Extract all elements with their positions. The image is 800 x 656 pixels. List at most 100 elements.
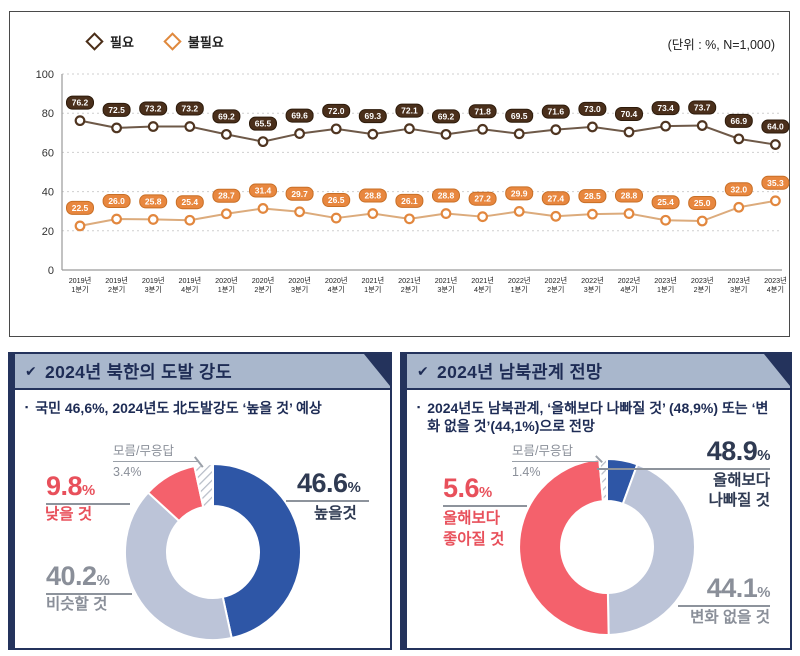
low-label: 9.8%	[46, 473, 130, 505]
panel-title: 2024년 북한의 도발 강도	[45, 361, 232, 382]
summary-bullet: ▪ 2024년도 남북관계, ‘올해보다 나빠질 것’ (48,9%) 또는 ‘…	[407, 390, 790, 436]
data-label: 29.7	[291, 189, 308, 199]
data-point-marker	[623, 126, 635, 138]
data-label-pill	[395, 193, 424, 208]
slice-value: 9.8%	[46, 471, 95, 501]
x-tick-label: 2019년 2분기	[105, 276, 128, 294]
slice-value: 5.6%	[443, 473, 492, 503]
data-label: 71.8	[474, 106, 491, 116]
panel-header: ✔ 2024년 북한의 도발 강도	[15, 354, 390, 390]
data-point-marker	[733, 201, 745, 213]
data-point-marker	[184, 121, 196, 132]
data-label-pill	[688, 100, 717, 115]
better-label: 5.6%	[443, 475, 527, 507]
data-point-marker	[733, 133, 745, 145]
y-tick-label: 80	[42, 108, 54, 120]
data-point-marker	[770, 195, 781, 207]
data-label: 28.8	[438, 191, 455, 201]
data-label-pill	[615, 188, 643, 203]
data-point-marker	[330, 123, 342, 135]
y-tick-label: 40	[42, 187, 54, 199]
data-label-pill	[651, 195, 680, 210]
data-label: 73.2	[182, 104, 199, 114]
data-point-marker	[513, 205, 525, 217]
y-tick-label: 100	[36, 69, 54, 81]
data-label-pill	[249, 116, 277, 131]
data-label: 28.8	[365, 191, 382, 201]
data-label: 73.2	[145, 104, 162, 114]
data-point-marker	[696, 120, 708, 131]
data-label-pill	[249, 183, 277, 198]
unit-note: (단위 : %, N=1,000)	[667, 38, 775, 52]
data-point-marker	[367, 128, 379, 140]
data-point-marker	[184, 214, 196, 226]
donut-slice-0	[212, 462, 302, 640]
corner-triangle-decoration	[364, 354, 390, 386]
data-label-pill	[651, 101, 680, 116]
corner-triangle-decoration	[764, 354, 790, 386]
worse-label: 48.9%	[597, 438, 770, 470]
worse-name: 올해보다 나빠질 것	[708, 472, 770, 509]
data-label: 72.1	[401, 106, 418, 116]
data-label: 69.2	[218, 111, 235, 121]
data-label: 65.5	[255, 119, 272, 129]
data-point-marker	[220, 128, 232, 140]
data-label-pill	[578, 189, 607, 204]
check-icon: ✔	[25, 362, 38, 379]
slice-value: 48.9%	[706, 436, 771, 466]
data-label: 25.4	[657, 197, 674, 207]
x-tick-label: 2020년 1분기	[215, 276, 238, 294]
dontknow-label: 모름/무응답 1.4%	[512, 440, 598, 479]
x-tick-label: 2021년 3분기	[435, 276, 458, 294]
similar-name: 비슷할 것	[46, 596, 108, 613]
data-label: 64.0	[767, 122, 784, 132]
x-tick-label: 2019년 1분기	[69, 276, 92, 294]
data-label-pill	[615, 107, 643, 122]
data-label-pill	[322, 103, 351, 118]
x-tick-label: 2022년 4분기	[618, 276, 641, 294]
slice-value: 44.1%	[706, 573, 771, 603]
data-label: 28.7	[218, 191, 235, 201]
x-tick-label: 2023년 4분기	[764, 276, 787, 294]
legend-label: 불필요	[187, 35, 224, 50]
x-tick-label: 2022년 1분기	[508, 276, 531, 294]
data-point-marker	[477, 123, 489, 135]
data-label-pill	[66, 95, 94, 110]
slice-label: 모름/무응답	[512, 440, 598, 462]
data-point-marker	[660, 214, 671, 226]
data-point-marker	[477, 211, 489, 223]
data-label-pill	[358, 188, 387, 203]
high-name: 높을것	[314, 505, 357, 522]
data-label-pill	[66, 200, 94, 215]
slice-label: 모름/무응답	[113, 440, 199, 462]
data-point-marker	[367, 208, 379, 219]
data-label-pill	[432, 109, 460, 124]
data-point-marker	[294, 128, 306, 139]
x-tick-label: 2020년 4분기	[325, 276, 348, 294]
slice-value: 3.4%	[113, 465, 142, 479]
data-point-marker	[404, 213, 415, 225]
data-point-marker	[440, 128, 452, 140]
slice-value: 40.2%	[46, 561, 110, 591]
bullet-icon: ▪	[417, 402, 421, 412]
data-label-pill	[175, 101, 204, 116]
data-point-marker	[404, 123, 415, 135]
data-point-marker	[770, 139, 781, 150]
x-tick-label: 2021년 4분기	[471, 276, 494, 294]
donut-slice-1	[606, 463, 696, 637]
data-point-marker	[111, 122, 122, 134]
data-label-pill	[761, 119, 790, 134]
data-point-marker	[660, 120, 671, 132]
diamond-marker-icon	[163, 32, 182, 51]
data-point-marker	[623, 208, 635, 219]
data-label: 25.4	[182, 197, 199, 207]
data-label: 72.5	[108, 105, 125, 115]
data-label: 66.9	[731, 116, 748, 126]
slice-value: 1.4%	[512, 465, 541, 479]
data-label: 70.4	[621, 109, 638, 119]
data-point-marker	[257, 136, 269, 148]
data-label-pill	[102, 194, 131, 209]
data-label: 25.8	[145, 196, 162, 206]
data-label: 27.2	[474, 194, 491, 204]
data-label-pill	[724, 113, 753, 128]
